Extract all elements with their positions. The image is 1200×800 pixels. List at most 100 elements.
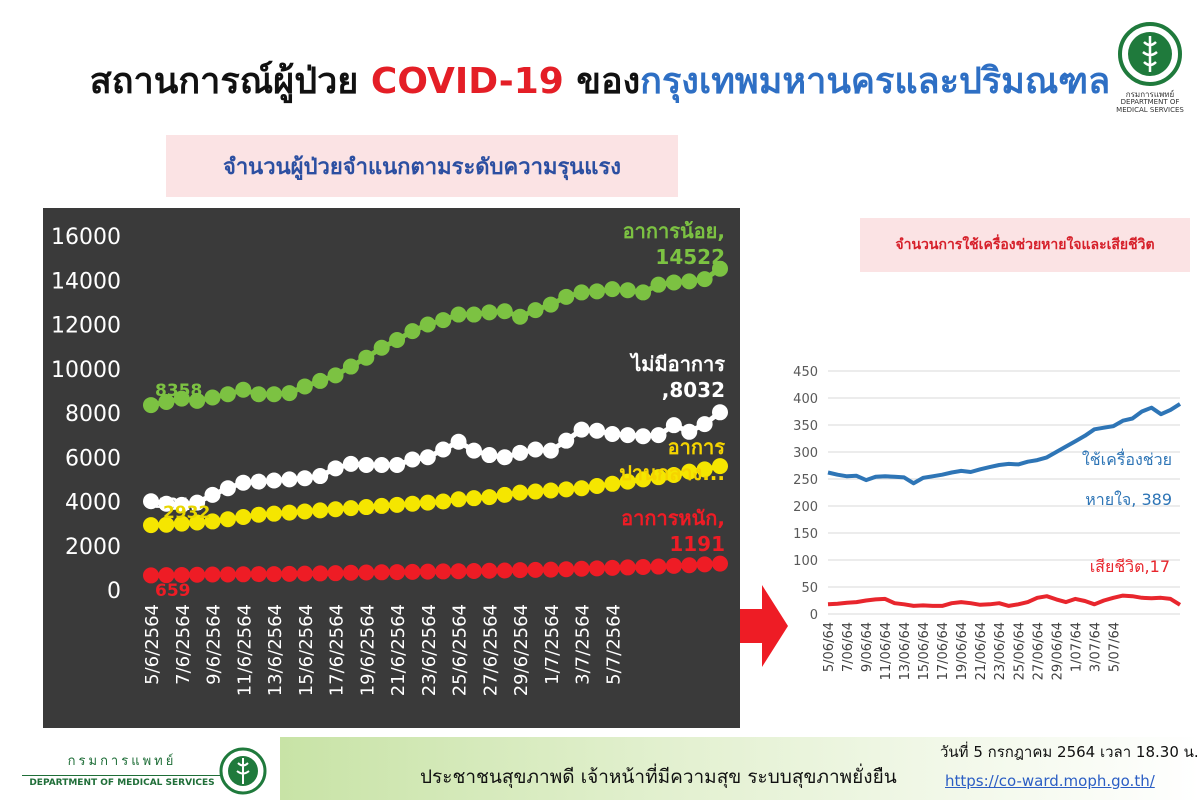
data-point — [619, 473, 636, 490]
data-point — [342, 500, 359, 517]
data-point — [496, 562, 513, 579]
x-tick-label: 15/6/2564 — [296, 604, 317, 696]
data-point — [650, 427, 667, 444]
data-point — [219, 511, 236, 528]
x-tick-label: 25/06/64 — [1012, 622, 1027, 680]
data-point — [573, 560, 590, 577]
data-point — [389, 456, 406, 473]
data-point — [635, 471, 652, 488]
data-point — [173, 496, 190, 513]
series-end-value: ปานกลาง... — [619, 461, 725, 485]
footer-url-link[interactable]: https://co-ward.moph.go.th/ — [945, 772, 1155, 790]
left-chart-title: จำนวนผู้ป่วยจำแนกตามระดับความรุนแรง — [166, 135, 678, 197]
x-tick-label: 9/06/64 — [860, 622, 875, 672]
title-part-1: สถานการณ์ผู้ป่วย — [89, 61, 371, 102]
data-point — [558, 481, 575, 498]
data-point — [681, 273, 698, 290]
data-point — [281, 471, 298, 488]
footer-band — [280, 737, 1200, 800]
data-point — [219, 480, 236, 497]
dept-name-th: กรมการแพทย์ — [67, 754, 177, 769]
footer-date: วันที่ 5 กรกฎาคม 2564 เวลา 18.30 น. — [940, 743, 1199, 761]
data-point — [527, 441, 544, 458]
footer-motto: ประชาชนสุขภาพดี เจ้าหน้าที่มีความสุข ระบ… — [420, 766, 897, 788]
data-point — [542, 296, 559, 313]
data-point — [158, 495, 175, 512]
x-tick-label: 19/6/2564 — [357, 604, 378, 696]
data-point — [665, 417, 682, 434]
x-tick-label: 1/07/64 — [1069, 622, 1084, 672]
y-tick-label: 6000 — [65, 446, 121, 471]
y-tick-label: 450 — [793, 365, 818, 380]
y-tick-label: 150 — [793, 527, 818, 542]
data-point — [250, 473, 267, 490]
data-point — [312, 565, 329, 582]
data-point — [712, 458, 728, 475]
severity-chart-panel: 0 2000 4000 6000 8000 10000 12000 14000 16000 5/6… — [43, 208, 740, 728]
data-point — [342, 455, 359, 472]
y-tick-label: 300 — [793, 446, 818, 461]
data-point — [373, 564, 390, 581]
dept-name-en: DEPARTMENT OF MEDICAL SERVICES — [22, 775, 222, 788]
data-point — [681, 463, 698, 480]
data-point — [619, 559, 636, 576]
data-point — [204, 389, 221, 406]
x-tick-label: 13/06/64 — [898, 622, 913, 680]
x-tick-label: 17/06/64 — [936, 622, 951, 680]
data-point — [481, 489, 498, 506]
death-label: เสียชีวิต,17 — [1090, 557, 1170, 576]
data-point — [527, 483, 544, 500]
data-point — [189, 494, 206, 511]
data-point — [542, 442, 559, 459]
data-point — [404, 563, 421, 580]
data-point — [219, 566, 236, 583]
data-point — [281, 565, 298, 582]
data-point — [419, 563, 436, 580]
data-point — [619, 427, 636, 444]
data-point — [250, 386, 267, 403]
x-tick-label: 27/6/2564 — [480, 604, 501, 696]
data-point — [665, 466, 682, 483]
ventilator-label-line2: หายใจ, 389 — [1085, 490, 1172, 509]
data-point — [481, 447, 498, 464]
data-point — [681, 423, 698, 440]
data-point — [189, 566, 206, 583]
x-tick-label: 25/6/2564 — [450, 604, 471, 696]
x-tick-label: 21/6/2564 — [388, 604, 409, 696]
data-point — [588, 422, 605, 439]
data-point — [389, 331, 406, 348]
data-point — [481, 562, 498, 579]
data-point — [542, 561, 559, 578]
title-part-3: ของ — [563, 61, 641, 102]
x-tick-label: 1/7/2564 — [542, 604, 563, 685]
y-tick-label: 50 — [801, 581, 818, 596]
series-end-label: ไม่มีอาการ — [629, 352, 725, 376]
title-part-covid: COVID-19 — [370, 61, 564, 102]
data-point — [512, 484, 529, 501]
logo-caption-th: กรมการแพทย์ — [1125, 90, 1175, 99]
ventilator-death-chart: 0 50 100 150 200 250 300 350 400 450 5/06/64 7/06/6… — [793, 365, 1182, 680]
y-tick-label: 100 — [793, 554, 818, 569]
data-point — [588, 283, 605, 300]
series-line-0 — [827, 402, 1182, 486]
data-point — [588, 478, 605, 495]
data-point — [619, 282, 636, 299]
x-tick-label: 11/6/2564 — [234, 604, 255, 696]
data-point — [143, 567, 159, 584]
data-point — [235, 566, 252, 583]
data-point — [312, 372, 329, 389]
data-point — [358, 456, 375, 473]
data-point — [481, 304, 498, 321]
data-point — [266, 386, 283, 403]
data-point — [496, 486, 513, 503]
data-point — [435, 563, 452, 580]
y-tick-label: 0 — [107, 579, 121, 604]
data-point — [696, 461, 713, 478]
data-point — [204, 486, 221, 503]
data-point — [327, 501, 344, 518]
y-tick-label: 14000 — [51, 269, 121, 294]
data-point — [588, 560, 605, 577]
data-point — [558, 432, 575, 449]
data-point — [235, 508, 252, 525]
data-point — [450, 491, 467, 508]
